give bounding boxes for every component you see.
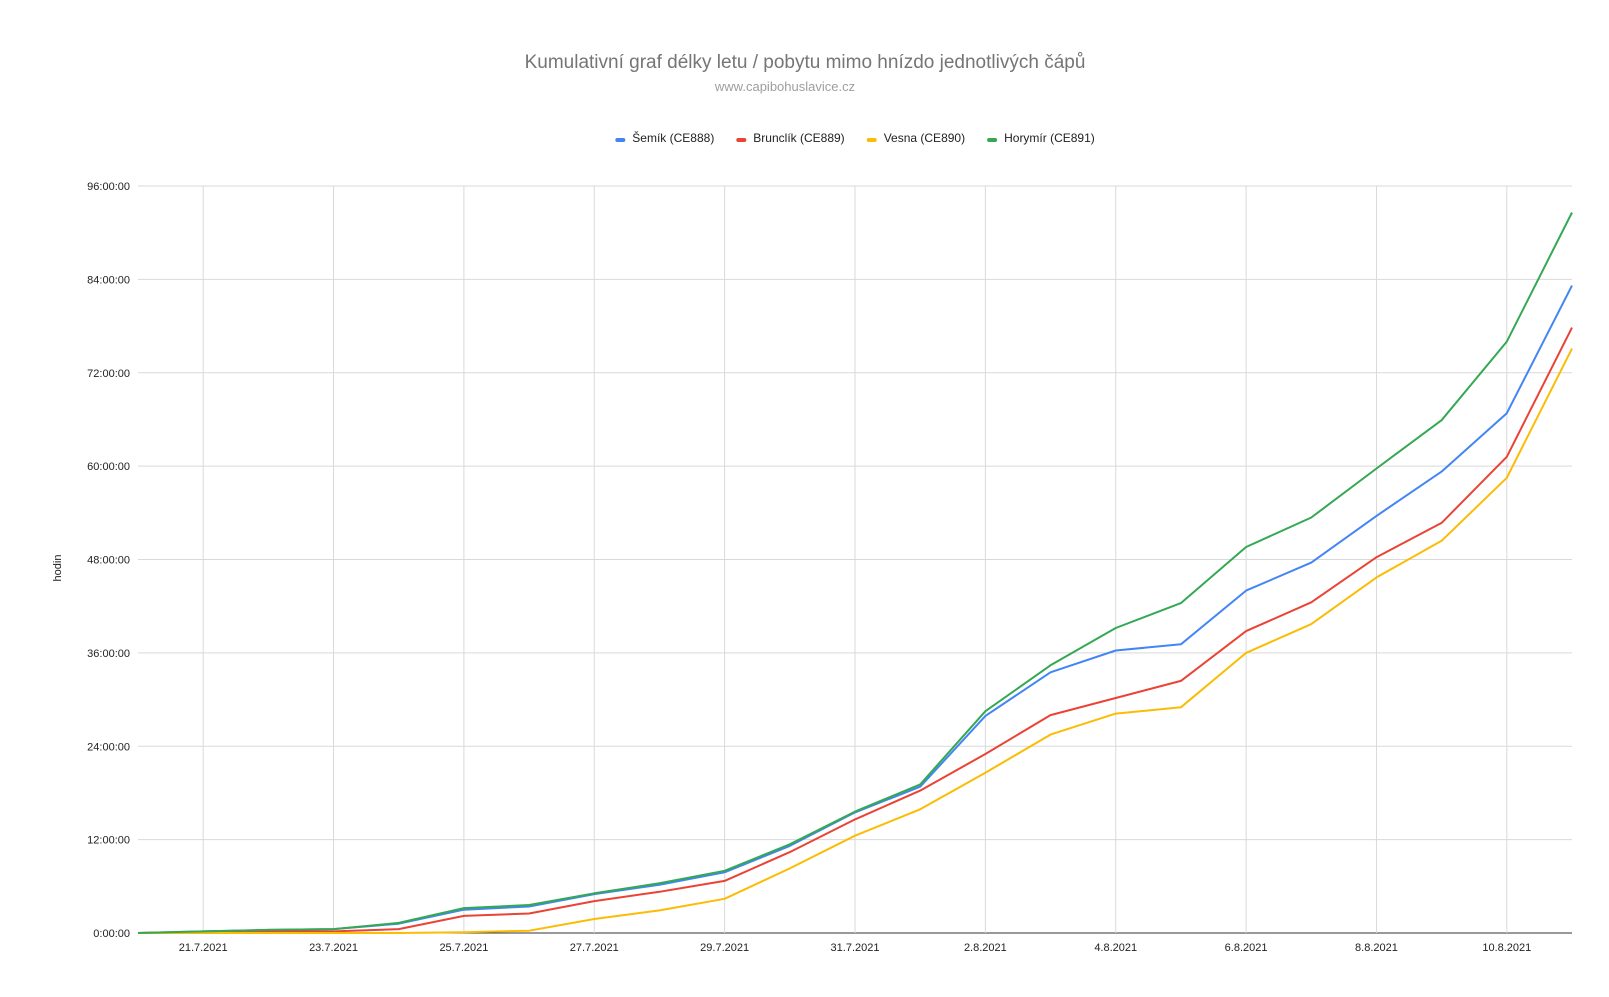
x-tick-label: 2.8.2021 <box>964 942 1007 954</box>
legend-label: Vesna (CE890) <box>884 131 965 145</box>
y-tick-label: 12:00:00 <box>87 835 130 847</box>
series-line-3 <box>138 348 1573 934</box>
y-axis-title: hodin <box>52 555 64 582</box>
x-tick-label: 25.7.2021 <box>439 942 488 954</box>
legend-swatch <box>866 138 877 142</box>
y-tick-label: 60:00:00 <box>87 461 130 473</box>
y-tick-label: 96:00:00 <box>87 181 130 193</box>
y-tick-label: 84:00:00 <box>87 274 130 286</box>
legend-item: Horymír (CE891) <box>987 131 1095 145</box>
legend-label: Šemík (CE888) <box>632 130 714 145</box>
legend-item: Brunclík (CE889) <box>736 131 845 145</box>
x-tick-label: 27.7.2021 <box>570 942 619 954</box>
chart-title: Kumulativní graf délky letu / pobytu mim… <box>525 52 1086 73</box>
series-line-4 <box>137 212 1573 934</box>
legend-swatch <box>736 138 747 142</box>
x-tick-label: 31.7.2021 <box>831 942 880 954</box>
x-tick-label: 21.7.2021 <box>179 942 228 954</box>
legend-swatch <box>615 138 626 142</box>
gridlines <box>138 185 1572 934</box>
y-tick-label: 36:00:00 <box>87 648 130 660</box>
x-tick-label: 8.8.2021 <box>1355 942 1398 954</box>
x-tick-label: 10.8.2021 <box>1482 942 1531 954</box>
y-axis-ticks: 0:00:00 12:00:00 24:00:00 36:00:00 48:00:00 6… <box>87 181 130 940</box>
y-tick-label: 48:00:00 <box>87 555 130 567</box>
legend-swatch <box>987 138 998 142</box>
x-axis-ticks: 21.7.2021 23.7.2021 25.7.2021 27.7.2021 29.7… <box>179 942 1532 954</box>
chart-subtitle: www.capibohuslavice.cz <box>714 79 855 94</box>
series-lines <box>137 212 1573 934</box>
y-tick-label: 72:00:00 <box>87 368 130 380</box>
legend-item: Vesna (CE890) <box>866 131 965 145</box>
series-line-2 <box>137 327 1573 934</box>
x-tick-label: 4.8.2021 <box>1094 942 1137 954</box>
legend-label: Brunclík (CE889) <box>753 131 844 145</box>
chart-legend: Šemík (CE888) Brunclík (CE889) Vesna (CE89… <box>615 130 1095 145</box>
x-tick-label: 6.8.2021 <box>1225 942 1268 954</box>
legend-label: Horymír (CE891) <box>1004 131 1095 145</box>
y-tick-label: 0:00:00 <box>93 928 130 940</box>
x-tick-label: 23.7.2021 <box>309 942 358 954</box>
y-tick-label: 24:00:00 <box>87 741 130 753</box>
legend-item: Šemík (CE888) <box>615 130 714 145</box>
x-tick-label: 29.7.2021 <box>700 942 749 954</box>
